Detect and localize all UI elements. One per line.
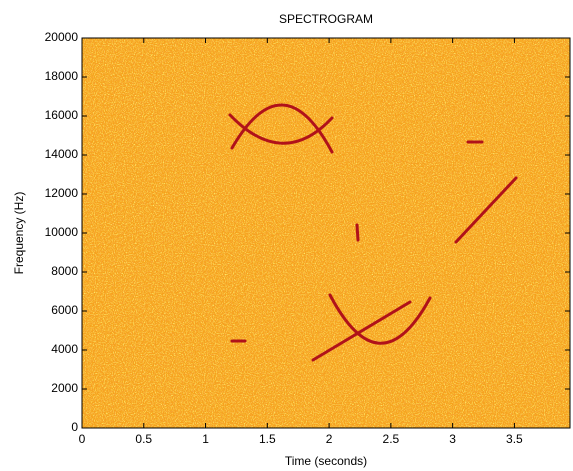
y-tick-label: 2000	[51, 381, 78, 395]
x-axis-label: Time (seconds)	[285, 454, 367, 468]
y-tick-label: 12000	[45, 186, 79, 200]
x-tick-label: 0	[79, 432, 86, 446]
x-tick-label: 1.5	[259, 432, 276, 446]
y-tick-label: 18000	[45, 69, 79, 83]
y-tick-label: 14000	[45, 147, 79, 161]
y-tick-label: 20000	[45, 30, 79, 44]
x-tick-label: 0.5	[135, 432, 152, 446]
y-tick-label: 4000	[51, 342, 78, 356]
spectrogram-image	[82, 38, 570, 428]
y-tick-label: 6000	[51, 303, 78, 317]
y-axis-label: Frequency (Hz)	[12, 192, 26, 275]
x-tick-label: 2	[326, 432, 333, 446]
y-tick-label: 16000	[45, 108, 79, 122]
y-tick-label: 0	[71, 420, 78, 434]
y-tick-label: 10000	[45, 225, 79, 239]
x-tick-label: 2.5	[383, 432, 400, 446]
x-tick-label: 3	[449, 432, 456, 446]
y-tick-label: 8000	[51, 264, 78, 278]
x-tick-label: 1	[202, 432, 209, 446]
chart-title: SPECTROGRAM	[279, 12, 373, 26]
x-tick-label: 3.5	[506, 432, 523, 446]
